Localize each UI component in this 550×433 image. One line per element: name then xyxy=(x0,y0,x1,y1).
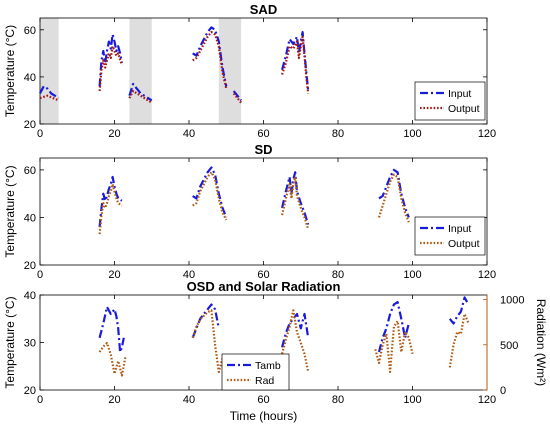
chart-title: SD xyxy=(254,142,272,157)
series-line-tamb xyxy=(282,314,308,347)
legend-label: Rad xyxy=(255,375,274,387)
y-right-tick-label: 1000 xyxy=(500,295,524,307)
x-tick-label: 80 xyxy=(332,394,344,406)
x-tick-label: 20 xyxy=(108,128,120,140)
series-line-input xyxy=(379,170,409,218)
legend: Tamb Rad xyxy=(222,354,289,390)
x-tick-label: 20 xyxy=(108,269,120,281)
y-axis-label: Temperature (°C) xyxy=(3,25,17,117)
y-right-tick-label: 500 xyxy=(500,340,518,352)
x-tick-label: 40 xyxy=(183,128,195,140)
x-tick-label: 120 xyxy=(478,269,496,281)
legend-label: Output xyxy=(448,238,480,250)
x-tick-label: 0 xyxy=(37,128,43,140)
legend-label: Tamb xyxy=(255,360,281,372)
x-tick-label: 0 xyxy=(37,394,43,406)
series-line-rad xyxy=(100,343,126,376)
x-tick-label: 100 xyxy=(403,269,421,281)
x-tick-label: 60 xyxy=(257,394,269,406)
x-tick-label: 120 xyxy=(478,128,496,140)
x-axis-label: Time (hours) xyxy=(230,409,298,423)
y-tick-label: 20 xyxy=(24,260,36,272)
y-tick-label: 40 xyxy=(24,290,36,302)
x-tick-label: 100 xyxy=(403,394,421,406)
y-tick-label: 20 xyxy=(24,385,36,397)
x-tick-label: 120 xyxy=(478,394,496,406)
y-tick-label: 20 xyxy=(24,119,36,131)
series-line-output xyxy=(282,177,308,229)
y-tick-label: 60 xyxy=(24,25,36,37)
y-axis-label: Temperature (°C) xyxy=(3,296,17,388)
series-line-input xyxy=(282,32,308,91)
y-axis-label-right: Radiation (Wm²) xyxy=(534,299,548,386)
x-tick-label: 80 xyxy=(332,128,344,140)
legend-label: Output xyxy=(448,103,480,115)
series-line-output xyxy=(193,172,227,220)
x-tick-label: 100 xyxy=(403,128,421,140)
y-tick-label: 30 xyxy=(24,338,36,350)
y-axis-label: Temperature (°C) xyxy=(3,165,17,257)
legend: Input Output xyxy=(415,217,485,255)
y-tick-label: 40 xyxy=(24,72,36,84)
series-line-tamb xyxy=(450,297,469,323)
legend-label: Input xyxy=(448,88,471,100)
series-line-tamb xyxy=(193,305,219,338)
series-line-input xyxy=(193,168,227,218)
legend-label: Input xyxy=(448,223,471,235)
shaded-region xyxy=(40,18,59,124)
shaded-region xyxy=(129,18,151,124)
x-tick-label: 60 xyxy=(257,128,269,140)
legend: Input Output xyxy=(415,82,485,120)
series-line-output xyxy=(100,184,122,234)
y-tick-label: 40 xyxy=(24,212,36,224)
x-tick-label: 40 xyxy=(183,394,195,406)
y-right-tick-label: 0 xyxy=(500,385,506,397)
y-tick-label: 60 xyxy=(24,165,36,177)
x-tick-label: 0 xyxy=(37,269,43,281)
series-line-output xyxy=(379,175,409,223)
chart-title: OSD and Solar Radiation xyxy=(187,279,341,294)
chart-title: SAD xyxy=(250,2,277,17)
x-tick-label: 20 xyxy=(108,394,120,406)
series-line-input xyxy=(100,177,122,227)
